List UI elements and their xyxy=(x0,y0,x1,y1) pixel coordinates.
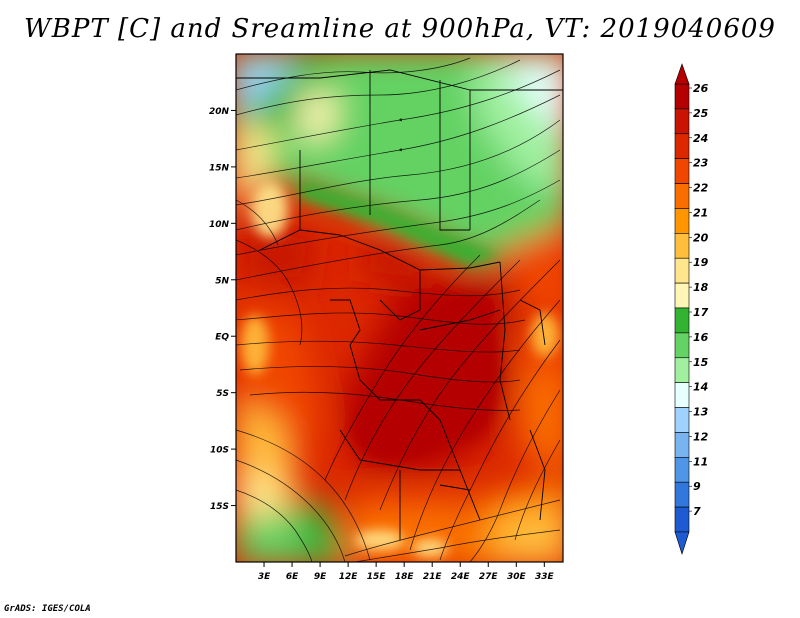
legend-swatch xyxy=(674,133,690,159)
lon-tick-label: 21E xyxy=(423,572,443,582)
lat-tick-label: 15N xyxy=(209,163,230,173)
legend-bottom-cap xyxy=(674,531,690,555)
color-legend: 26 25 24 23 22 21 20 19 18 17 16 15 14 13 12 11 9 7 xyxy=(674,63,709,555)
legend-swatch xyxy=(674,257,690,284)
legend-swatch xyxy=(674,183,690,209)
legend-swatch xyxy=(674,382,690,408)
legend-swatch xyxy=(674,83,690,110)
lat-tick-label: 10S xyxy=(210,446,229,456)
legend-swatch xyxy=(674,357,690,383)
map-frame xyxy=(235,53,564,563)
lon-tick-label: 15E xyxy=(367,572,387,582)
legend-swatch xyxy=(674,506,690,533)
legend-swatch xyxy=(674,208,690,234)
wbpt-color-field xyxy=(236,54,563,562)
legend-swatch xyxy=(674,233,690,259)
legend-swatch xyxy=(674,332,690,359)
legend-label: 15 xyxy=(693,356,709,369)
legend-swatch xyxy=(674,481,690,508)
legend-swatch xyxy=(674,307,690,334)
map-title: WBPT [C] and Sreamline at 900hPa, VT: 20… xyxy=(24,14,776,44)
lon-tick-label: 6E xyxy=(286,572,299,582)
legend-label: 23 xyxy=(693,157,709,170)
lon-tick-label: 3E xyxy=(258,572,271,582)
lon-tick-label: 33E xyxy=(535,572,555,582)
credit-text: GrADS: IGES/COLA xyxy=(4,604,91,614)
legend-label: 9 xyxy=(693,480,701,493)
country-borders xyxy=(236,69,563,540)
legend-label: 17 xyxy=(693,306,709,319)
legend-label: 21 xyxy=(693,206,708,219)
lat-tick-label: EQ xyxy=(215,333,229,343)
lon-tick-label: 12E xyxy=(339,572,359,582)
lon-tick-label: 24E xyxy=(451,572,471,582)
legend-label: 11 xyxy=(693,455,708,468)
legend-label: 14 xyxy=(693,381,708,394)
legend-swatch xyxy=(674,432,690,458)
legend-swatch xyxy=(674,282,690,309)
lat-tick-label: 5N xyxy=(215,276,229,286)
legend-top-cap xyxy=(674,63,690,85)
legend-label: 16 xyxy=(693,331,709,344)
legend-swatch xyxy=(674,108,690,135)
lat-tick-label: 10N xyxy=(209,220,230,230)
legend-label: 25 xyxy=(693,107,709,120)
legend-label: 22 xyxy=(693,182,709,195)
lon-tick-label: 27E xyxy=(479,572,499,582)
legend-label: 19 xyxy=(693,256,709,269)
legend-label: 7 xyxy=(693,505,701,518)
latitude-axis: 20N 15N 10N 5N EQ 5S 10S 15S xyxy=(209,107,236,512)
legend-label: 24 xyxy=(693,132,708,145)
legend-label: 12 xyxy=(693,430,709,443)
lon-tick-label: 30E xyxy=(507,572,527,582)
longitude-axis: 3E 6E 9E 12E 15E 18E 21E 24E 27E 30E 33E xyxy=(258,562,555,582)
legend-label: 18 xyxy=(693,281,709,294)
legend-swatch xyxy=(674,158,690,184)
lon-tick-label: 18E xyxy=(395,572,415,582)
lon-tick-label: 9E xyxy=(314,572,327,582)
lat-tick-label: 15S xyxy=(210,502,229,512)
legend-swatch xyxy=(674,457,690,483)
lat-tick-label: 5S xyxy=(216,389,229,399)
lat-tick-label: 20N xyxy=(209,107,230,117)
legend-label: 20 xyxy=(693,231,709,244)
legend-label: 13 xyxy=(693,406,709,419)
legend-swatch xyxy=(674,407,690,433)
legend-label: 26 xyxy=(693,82,709,95)
